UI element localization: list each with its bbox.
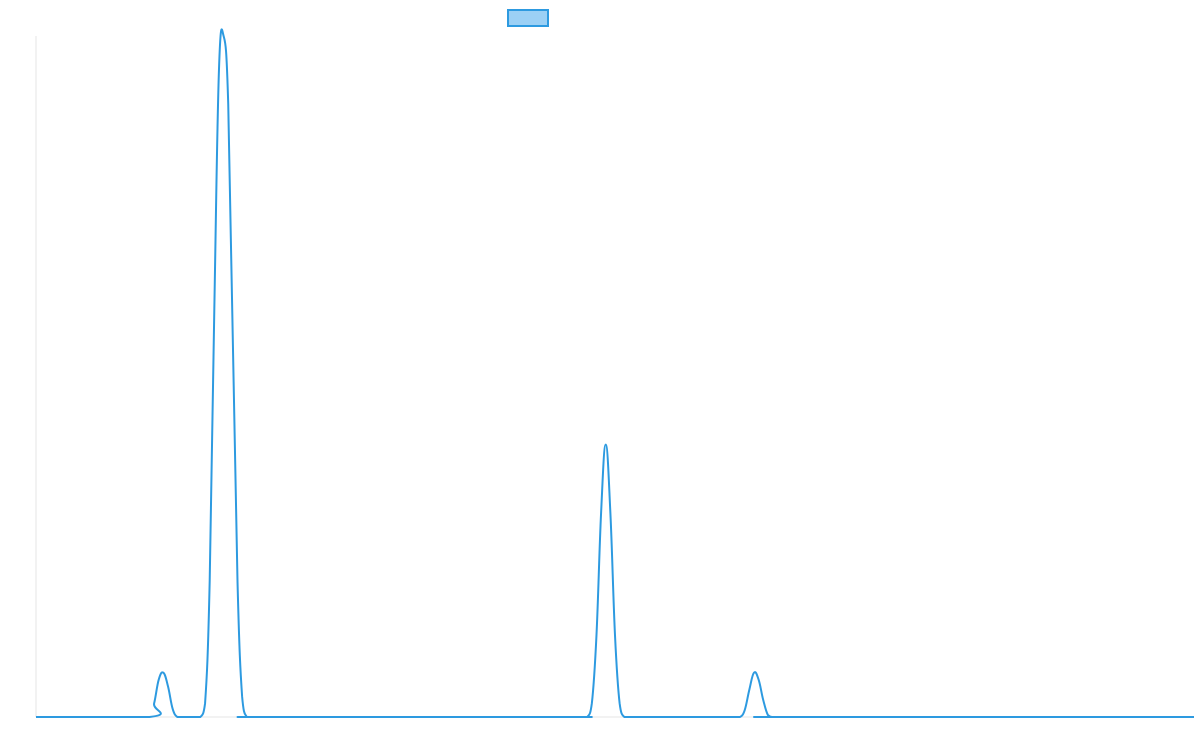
data-point[interactable] bbox=[234, 578, 240, 584]
data-point[interactable] bbox=[584, 714, 590, 720]
series-layer bbox=[33, 28, 1197, 720]
legend-item[interactable] bbox=[507, 9, 549, 27]
data-point[interactable] bbox=[221, 33, 227, 39]
data-point[interactable] bbox=[230, 339, 236, 345]
data-point[interactable] bbox=[207, 578, 213, 584]
data-point[interactable] bbox=[589, 700, 595, 706]
series-line bbox=[35, 28, 1194, 719]
data-point[interactable] bbox=[146, 714, 152, 720]
data-point[interactable] bbox=[607, 510, 613, 516]
data-point[interactable] bbox=[788, 714, 794, 720]
data-point[interactable] bbox=[617, 700, 623, 706]
data-point[interactable] bbox=[197, 714, 203, 720]
data-point[interactable] bbox=[202, 700, 208, 706]
data-point[interactable] bbox=[225, 101, 231, 107]
data-point[interactable] bbox=[737, 714, 743, 720]
data-point[interactable] bbox=[170, 706, 176, 712]
data-point[interactable] bbox=[598, 510, 604, 516]
data-point[interactable] bbox=[746, 687, 752, 693]
data-point[interactable] bbox=[151, 700, 157, 706]
data-point[interactable] bbox=[612, 632, 618, 638]
data-point[interactable] bbox=[165, 683, 171, 689]
data-point[interactable] bbox=[756, 677, 762, 683]
data-point[interactable] bbox=[593, 632, 599, 638]
data-point[interactable] bbox=[33, 714, 39, 720]
data-point[interactable] bbox=[262, 714, 268, 720]
legend-swatch bbox=[507, 9, 549, 27]
data-point[interactable] bbox=[211, 305, 217, 311]
legend bbox=[507, 9, 549, 27]
data-point[interactable] bbox=[760, 697, 766, 703]
data-point[interactable] bbox=[156, 677, 162, 683]
data-point[interactable] bbox=[603, 442, 609, 448]
data-point[interactable] bbox=[216, 67, 222, 73]
data-point[interactable] bbox=[742, 707, 748, 713]
data-point[interactable] bbox=[751, 670, 757, 676]
data-point[interactable] bbox=[160, 670, 166, 676]
data-point[interactable] bbox=[239, 694, 245, 700]
data-point[interactable] bbox=[1191, 714, 1197, 720]
